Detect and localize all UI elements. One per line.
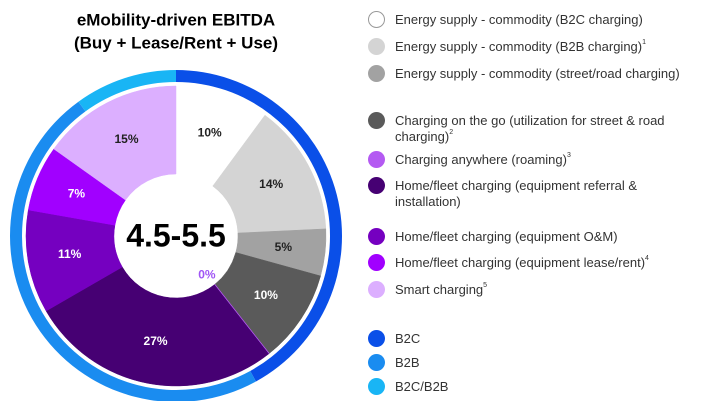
ring-segment <box>78 70 176 112</box>
legend-text: Energy supply - commodity (B2C charging) <box>395 12 643 27</box>
legend-item: Home/fleet charging (equipment lease/ren… <box>368 254 698 271</box>
legend-item: Charging anywhere (roaming)3 <box>368 151 698 168</box>
legend-label: Energy supply - commodity (B2B charging)… <box>395 39 695 55</box>
legend-swatch <box>368 38 385 55</box>
legend-item: Energy supply - commodity (B2C charging) <box>368 11 698 28</box>
legend-swatch <box>368 354 385 371</box>
value-label: 10% <box>198 126 222 140</box>
legend-label: Charging anywhere (roaming)3 <box>395 152 695 168</box>
chart-title: (Buy + Lease/Rent + Use) <box>74 33 278 52</box>
legend-swatch <box>368 378 385 395</box>
legend-swatch <box>368 177 385 194</box>
donut-segment <box>53 85 177 201</box>
value-label: 7% <box>68 186 86 200</box>
footnote-ref: 5 <box>483 282 488 289</box>
legend-label: B2C <box>395 331 695 347</box>
value-label: 10% <box>254 288 278 302</box>
legend-item: B2B <box>368 354 698 371</box>
legend-item: Energy supply - commodity (street/road c… <box>368 65 698 82</box>
legend-text: Energy supply - commodity (B2B charging) <box>395 39 643 54</box>
legend-swatch <box>368 11 385 28</box>
legend-text: B2B <box>395 355 420 370</box>
legend-text: Smart charging <box>395 282 484 297</box>
donut-segment <box>45 266 270 387</box>
legend-item: B2C <box>368 330 698 347</box>
legend-item: B2C/B2B <box>368 378 698 395</box>
legend-item: Energy supply - commodity (B2B charging)… <box>368 38 698 55</box>
footnote-ref: 1 <box>642 39 647 46</box>
legend-text: B2C <box>395 331 421 346</box>
value-label: 11% <box>58 247 82 261</box>
footnote-ref: 2 <box>449 129 454 136</box>
legend-text: Charging on the go (utilization for stre… <box>395 113 665 144</box>
legend-swatch <box>368 65 385 82</box>
legend-label: Home/fleet charging (equipment O&M) <box>395 229 695 245</box>
legend-item: Home/fleet charging (equipment O&M) <box>368 228 698 245</box>
legend-label: B2C/B2B <box>395 379 695 395</box>
legend-swatch <box>368 281 385 298</box>
legend-text: Energy supply - commodity (street/road c… <box>395 66 680 81</box>
footnote-ref: 4 <box>645 255 649 262</box>
value-label: 14% <box>259 177 283 191</box>
chart: eMobility-driven EBITDA (Buy + Lease/Ren… <box>10 10 342 401</box>
legend-swatch <box>368 228 385 245</box>
legend-item: Home/fleet charging (equipment referral … <box>368 177 698 210</box>
chart-title: eMobility-driven EBITDA <box>77 10 275 29</box>
legend-swatch <box>368 151 385 168</box>
legend-label: Home/fleet charging (equipment lease/ren… <box>395 255 695 271</box>
legend-label: Charging on the go (utilization for stre… <box>395 113 695 145</box>
donut-segment <box>212 114 327 234</box>
value-label: 15% <box>114 132 138 146</box>
legend-text: Home/fleet charging (equipment lease/ren… <box>395 255 646 270</box>
legend-text: Charging anywhere (roaming) <box>395 152 567 167</box>
legend-swatch <box>368 330 385 347</box>
legend-item: Smart charging5 <box>368 281 698 298</box>
legend-item: Charging on the go (utilization for stre… <box>368 112 698 145</box>
legend-label: Home/fleet charging (equipment referral … <box>395 178 695 210</box>
value-label: 27% <box>144 334 168 348</box>
center-label: 4.5-5.5 <box>126 217 226 253</box>
legend-label: Smart charging5 <box>395 282 695 298</box>
legend-label: Energy supply - commodity (street/road c… <box>395 66 695 82</box>
legend-label: Energy supply - commodity (B2C charging) <box>395 12 695 28</box>
legend-label: B2B <box>395 355 695 371</box>
value-label: 5% <box>275 240 293 254</box>
legend-text: B2C/B2B <box>395 379 449 394</box>
footnote-ref: 3 <box>566 152 571 159</box>
legend-swatch <box>368 254 385 271</box>
value-label: 0% <box>198 267 216 281</box>
legend-text: Home/fleet charging (equipment referral … <box>395 178 638 209</box>
legend-swatch <box>368 112 385 129</box>
legend-text: Home/fleet charging (equipment O&M) <box>395 229 618 244</box>
